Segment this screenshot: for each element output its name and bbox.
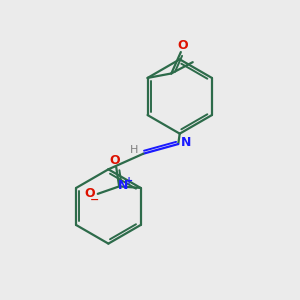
Text: −: − [90, 195, 100, 205]
Text: O: O [110, 154, 120, 167]
Text: O: O [84, 187, 95, 200]
Text: N: N [181, 136, 191, 149]
Text: O: O [177, 39, 188, 52]
Text: H: H [130, 145, 139, 155]
Text: N: N [118, 179, 128, 192]
Text: +: + [124, 176, 133, 186]
